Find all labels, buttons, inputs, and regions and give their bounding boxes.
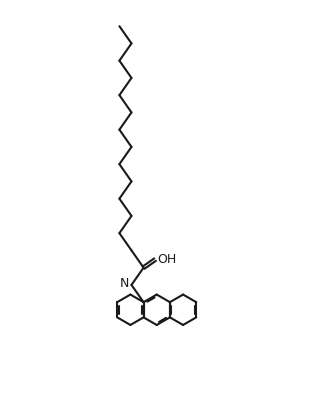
Text: OH: OH [157,253,177,266]
Text: N: N [120,277,129,290]
